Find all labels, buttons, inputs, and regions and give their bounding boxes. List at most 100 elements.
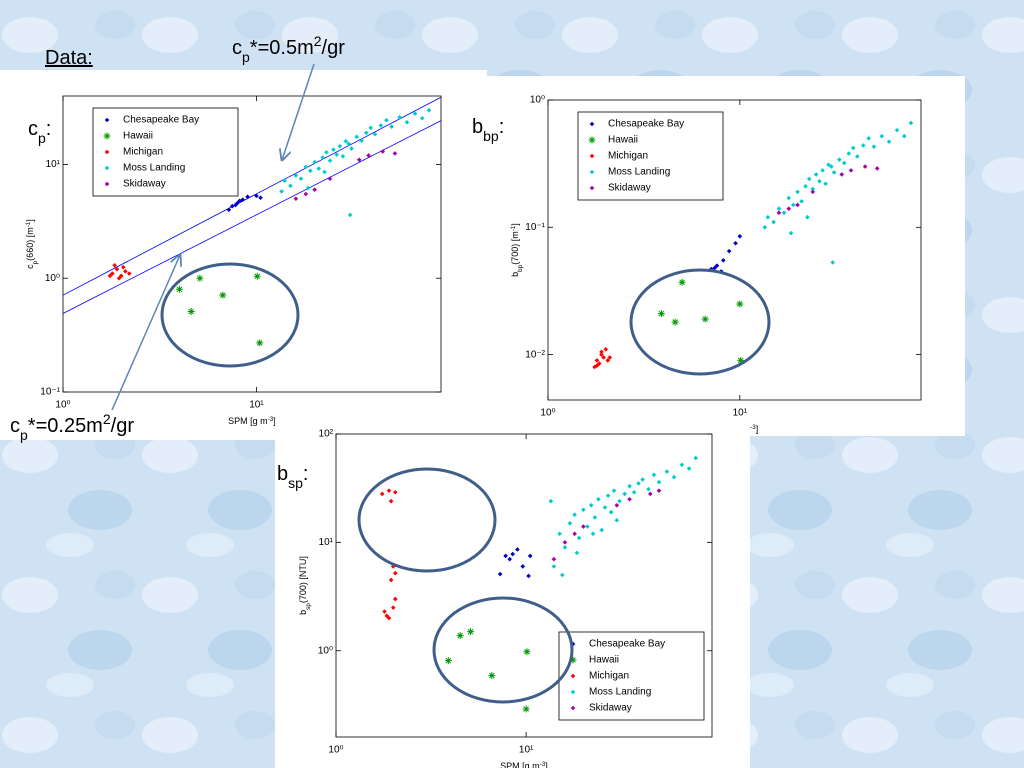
text-part: SPM [g m	[500, 761, 540, 768]
text-part: p	[20, 427, 28, 443]
text-part: -3	[540, 761, 546, 768]
legend-box	[92, 107, 239, 197]
point	[334, 152, 339, 157]
point	[354, 134, 360, 140]
point	[520, 564, 526, 569]
x-tick-label: 10¹	[519, 745, 534, 756]
highlight-ellipse	[629, 268, 771, 376]
legend-label: Skidaway	[123, 179, 166, 190]
y-axis-label: bbp(700) [m-1]	[510, 223, 524, 277]
point	[786, 206, 792, 212]
point	[594, 363, 600, 368]
point	[412, 111, 418, 116]
point	[841, 160, 847, 166]
legend-label: Moss Landing	[608, 167, 670, 178]
point	[590, 531, 596, 537]
point	[646, 486, 651, 492]
point	[312, 187, 317, 193]
point	[497, 571, 503, 577]
plot-marks	[592, 120, 914, 370]
x-axis-label: SPM [g m-3]	[228, 416, 276, 427]
point	[123, 269, 128, 274]
point	[343, 138, 349, 144]
point	[282, 178, 287, 184]
point	[388, 577, 394, 583]
point	[327, 158, 333, 163]
legend-label: Moss Landing	[589, 687, 651, 698]
point	[392, 570, 398, 576]
point	[303, 164, 309, 170]
legend-label: Hawaii	[123, 131, 153, 142]
text-part: sp	[305, 603, 312, 610]
text-part: bp	[483, 128, 499, 144]
point	[126, 271, 132, 276]
point	[175, 285, 183, 293]
point	[829, 164, 834, 169]
point	[805, 214, 810, 220]
point	[253, 272, 261, 280]
text-part: ]	[510, 223, 520, 226]
legend: Chesapeake Bay Hawaii Michigan Moss Landing…	[577, 111, 724, 201]
point	[795, 202, 800, 208]
point	[617, 498, 622, 504]
point	[293, 196, 299, 202]
y-tick-label: 10⁰	[45, 273, 60, 284]
point	[831, 170, 837, 175]
point	[380, 149, 386, 154]
point	[557, 531, 562, 537]
point	[781, 210, 787, 216]
legend-label: Skidaway	[589, 703, 632, 714]
y-tick-label: 10⁰	[530, 95, 545, 106]
point	[712, 265, 718, 271]
point	[708, 266, 714, 272]
legend-marker	[569, 656, 577, 664]
legend-marker	[104, 117, 110, 123]
legend-label: Michigan	[608, 151, 648, 162]
point	[515, 547, 520, 552]
point	[378, 123, 384, 128]
point	[526, 573, 531, 579]
point	[356, 157, 362, 163]
legend-box	[558, 631, 705, 721]
point	[640, 477, 645, 482]
legend-marker	[103, 132, 111, 140]
point	[611, 488, 617, 493]
y-tick-label: 10⁻¹	[525, 222, 545, 233]
text-part: sp	[288, 475, 303, 491]
text-part: -1	[25, 221, 32, 227]
point	[256, 339, 264, 347]
point	[765, 214, 771, 220]
text-part: (700) [m	[510, 231, 520, 265]
point	[364, 130, 369, 136]
point	[303, 191, 309, 197]
x-axis-label: SPM [g m-3]	[500, 761, 548, 768]
point	[651, 472, 657, 478]
y-tick-label: 10⁻¹	[40, 387, 60, 398]
legend-marker	[104, 165, 110, 171]
point	[305, 185, 311, 191]
point	[467, 628, 475, 636]
legend-marker	[589, 169, 595, 175]
point	[622, 491, 627, 497]
point	[404, 119, 410, 125]
legend-marker	[589, 185, 595, 191]
highlight-ellipse	[357, 467, 497, 573]
point	[686, 466, 692, 471]
point	[392, 151, 398, 156]
highlight-ellipse	[432, 596, 574, 704]
point	[614, 517, 620, 523]
legend-marker	[104, 149, 110, 155]
text-part: b	[298, 610, 308, 615]
legend-marker	[589, 153, 595, 159]
point	[786, 195, 792, 201]
legend-label: Michigan	[589, 671, 629, 682]
point	[762, 225, 768, 230]
point	[226, 207, 232, 213]
point	[562, 540, 568, 545]
point	[733, 240, 738, 246]
point	[886, 139, 892, 145]
